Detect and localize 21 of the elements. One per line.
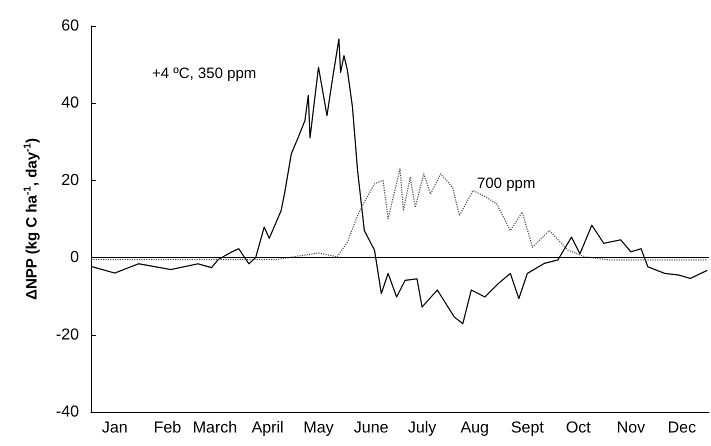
y-tick-label: -20 <box>56 326 80 344</box>
x-tick-label: Dec <box>668 420 696 436</box>
y-tick-label: -40 <box>56 404 80 420</box>
x-tick-label: Oct <box>566 420 592 436</box>
x-tick-label: April <box>252 420 284 436</box>
y-tick-label: 40 <box>61 94 80 112</box>
y-tick-label: 20 <box>61 172 80 189</box>
y-tick-label: 0 <box>70 249 80 266</box>
annotation: 700 ppm <box>477 175 536 192</box>
x-tick-label: May <box>303 420 334 436</box>
x-tick-label: Feb <box>154 420 182 436</box>
y-tick-label: 60 <box>61 18 80 34</box>
x-tick-label: June <box>354 420 389 436</box>
x-tick-label: Jan <box>102 420 128 436</box>
x-tick-label: Sept <box>510 420 544 436</box>
y-axis-title: ΔNPP (kg C ha-1, day-1) <box>22 138 40 300</box>
x-tick-label: March <box>192 420 238 436</box>
x-tick-label: Nov <box>616 420 646 436</box>
x-tick-label: July <box>408 420 436 436</box>
x-tick-label: Aug <box>460 420 489 436</box>
annotation: +4 ºC, 350 ppm <box>152 65 256 82</box>
